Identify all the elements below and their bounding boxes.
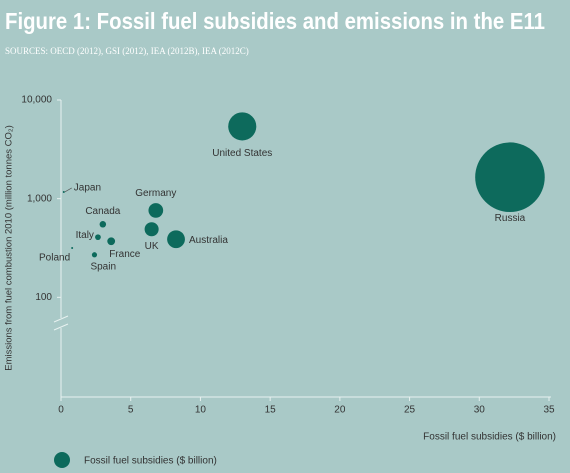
point-label: Germany	[135, 188, 176, 199]
point-label: Italy	[76, 230, 94, 241]
point-label: Canada	[85, 206, 120, 217]
x-tick-label: 20	[334, 405, 346, 416]
bubble	[144, 222, 159, 237]
y-tick-label: 100	[35, 292, 52, 303]
bubble	[99, 221, 107, 228]
x-tick-label: 30	[474, 405, 486, 416]
bubble	[95, 234, 101, 241]
y-axis-label: Emissions from fuel combustion 2010 (mil…	[4, 125, 15, 371]
x-tick-label: 10	[195, 405, 207, 416]
point-label: Poland	[39, 253, 70, 264]
x-tick-label: 25	[404, 405, 416, 416]
x-tick-label: 5	[128, 405, 134, 416]
point-label: United States	[212, 148, 272, 159]
point-label: Spain	[90, 261, 116, 272]
legend-label: Fossil fuel subsidies ($ billion)	[84, 456, 217, 467]
bubble	[91, 252, 98, 258]
point-label: France	[109, 249, 141, 260]
chart-subtitle: SOURCES: OECD (2012), GSI (2012), IEA (2…	[5, 46, 249, 56]
legend-marker	[54, 452, 70, 468]
x-axis-label: Fossil fuel subsidies ($ billion)	[423, 432, 556, 443]
point-label: Australia	[189, 235, 228, 246]
bubble	[475, 142, 545, 212]
bubble	[167, 230, 185, 249]
axis-break	[53, 323, 69, 331]
bubble	[107, 237, 116, 246]
bubble	[71, 247, 74, 250]
point-label: Russia	[495, 213, 526, 224]
leader-line	[64, 187, 72, 193]
x-tick-label: 0	[58, 405, 64, 416]
x-tick-label: 15	[265, 405, 277, 416]
point-label: Japan	[74, 183, 101, 194]
y-tick-label: 1,000	[27, 193, 52, 204]
y-tick-label: 10,000	[21, 95, 52, 106]
bubble	[228, 112, 257, 141]
chart-title: Figure 1: Fossil fuel subsidies and emis…	[5, 8, 545, 34]
axis-break	[53, 315, 69, 323]
bubble	[62, 190, 65, 193]
x-tick-label: 35	[543, 405, 555, 416]
bubble	[148, 203, 164, 218]
point-label: UK	[145, 241, 159, 252]
